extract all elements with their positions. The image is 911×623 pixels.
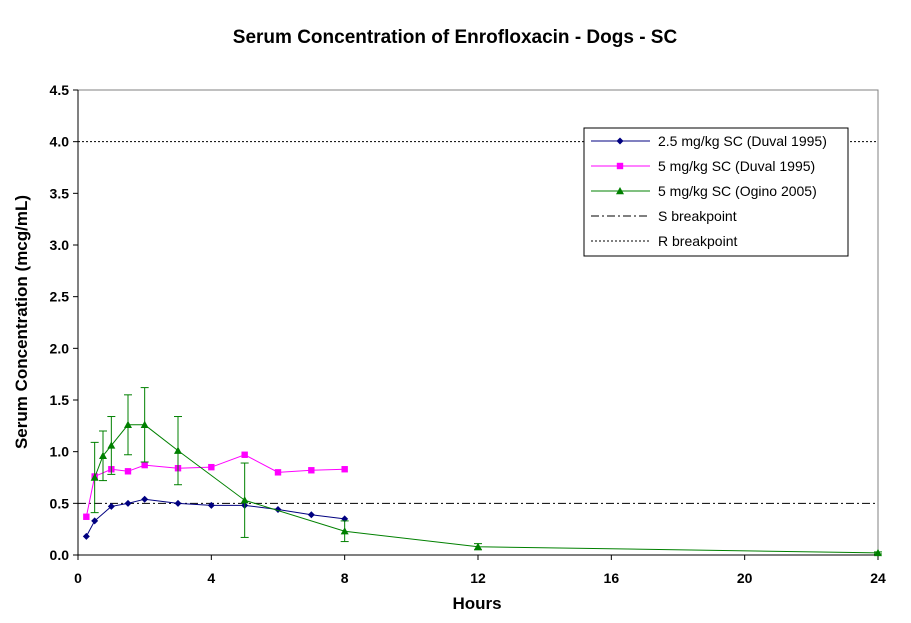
y-axis-title: Serum Concentration (mcg/mL) (12, 195, 31, 449)
x-tick-label: 4 (207, 570, 215, 586)
data-point (107, 502, 115, 510)
legend-item-2: 5 mg/kg SC (Duval 1995) (591, 158, 815, 174)
data-point (874, 548, 882, 557)
axes (73, 89, 879, 560)
data-point (241, 451, 248, 458)
legend-marker (616, 162, 624, 170)
x-tick-label: 20 (737, 570, 753, 586)
data-point (140, 420, 149, 428)
x-tick-label: 0 (74, 570, 82, 586)
chart-title: Serum Concentration of Enrofloxacin - Do… (233, 27, 678, 48)
data-point (99, 451, 107, 459)
y-tick-label: 2.5 (50, 289, 70, 305)
data-point (208, 463, 215, 471)
data-point (141, 461, 148, 469)
y-tick-label: 0.0 (50, 547, 70, 563)
legend-label: R breakpoint (658, 233, 737, 249)
legend-item-3: 5 mg/kg SC (Ogino 2005) (591, 183, 817, 199)
legend-item-1: 2.5 mg/kg SC (Duval 1995) (591, 133, 827, 149)
x-tick-label: 16 (604, 570, 620, 586)
data-point (274, 469, 282, 476)
y-tick-label: 2.0 (50, 340, 70, 356)
data-point (308, 467, 315, 474)
y-tick-label: 3.0 (50, 237, 70, 253)
data-point (240, 496, 249, 504)
legend-label: S breakpoint (658, 208, 737, 224)
tick-labels: 0.0 0.5 1.0 1.5 2.0 2.5 3.0 3.5 4.0 4.5 0 4 8 12 16 20 2… (50, 82, 886, 586)
x-tick-label: 8 (341, 570, 349, 586)
legend-box (583, 127, 849, 257)
legend-label: 5 mg/kg SC (Ogino 2005) (658, 183, 817, 199)
legend-item-4: S breakpoint (591, 208, 737, 224)
data-point (474, 542, 482, 550)
legend-label: 5 mg/kg SC (Duval 1995) (658, 158, 815, 174)
data-point (307, 511, 315, 519)
data-point (124, 468, 132, 475)
series-3 (90, 387, 882, 557)
y-tick-label: 4.5 (50, 82, 70, 98)
y-tick-label: 1.5 (50, 392, 70, 408)
series-line (94, 424, 879, 554)
x-tick-label: 24 (870, 570, 886, 586)
legend: 2.5 mg/kg SC (Duval 1995) 5 mg/kg SC (Duv… (583, 127, 849, 257)
legend-marker (616, 137, 624, 145)
data-point (174, 446, 182, 454)
legend-label: 2.5 mg/kg SC (Duval 1995) (658, 133, 827, 149)
data-point (91, 517, 99, 525)
y-tick-label: 4.0 (50, 134, 70, 150)
legend-item-5: R breakpoint (591, 233, 737, 249)
data-point (174, 499, 182, 507)
x-tick-label: 12 (470, 570, 486, 586)
y-tick-label: 1.0 (50, 444, 70, 460)
data-point (90, 473, 99, 481)
data-point (207, 501, 215, 509)
data-point (340, 527, 349, 535)
data-point (107, 441, 116, 449)
y-tick-label: 3.5 (50, 185, 70, 201)
series-group (82, 387, 882, 557)
data-point (124, 499, 132, 507)
data-point (124, 420, 132, 428)
data-point (83, 513, 90, 520)
data-point (82, 532, 90, 540)
legend-marker (616, 187, 624, 195)
x-axis-title: Hours (452, 594, 501, 613)
data-point (341, 466, 348, 473)
data-point (141, 495, 149, 503)
y-tick-label: 0.5 (50, 495, 70, 511)
